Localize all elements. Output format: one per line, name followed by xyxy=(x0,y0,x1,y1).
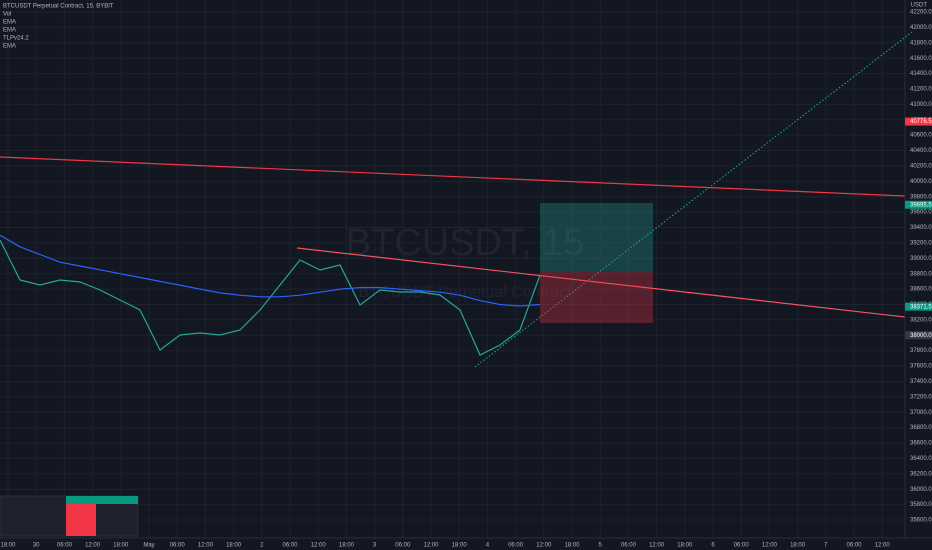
y-tick-label: 42000.0 xyxy=(910,25,932,31)
x-tick-label: 12:00 xyxy=(85,543,101,549)
y-tick-label: 38800.0 xyxy=(910,271,932,277)
y-tick-label: 35800.0 xyxy=(910,502,932,508)
x-tick-label: 12:00 xyxy=(423,543,439,549)
x-tick-label: 4 xyxy=(486,543,490,549)
y-tick-label: 36400.0 xyxy=(910,456,932,462)
y-tick-label: 41600.0 xyxy=(910,56,932,62)
x-tick-label: 18:00 xyxy=(677,543,693,549)
y-tick-label: 41400.0 xyxy=(910,71,932,77)
x-tick-label: 12:00 xyxy=(649,543,665,549)
x-tick-label: 18:00 xyxy=(564,543,580,549)
y-tick-label: 40400.0 xyxy=(910,148,932,154)
y-tick-label: 40200.0 xyxy=(910,164,932,170)
x-tick-label: 12:00 xyxy=(198,543,214,549)
y-tick-label: 38600.0 xyxy=(910,287,932,293)
x-tick-label: 06:00 xyxy=(395,543,411,549)
y-tick-label: 39200.0 xyxy=(910,240,932,246)
x-tick-label: 06:00 xyxy=(734,543,750,549)
y-tick-label: 42200.0 xyxy=(910,10,932,16)
watermark: BTCUSDT, 15 xyxy=(346,222,585,264)
indicator: EMA xyxy=(3,28,16,34)
x-tick-label: 12:00 xyxy=(875,543,891,549)
x-tick-label: 06:00 xyxy=(621,543,637,549)
y-tick-label: 40600.0 xyxy=(910,133,932,139)
currency: USDT xyxy=(911,3,928,9)
chart-title: BTCUSDT Perpetual Contract, 15, BYBIT xyxy=(3,4,114,10)
price-line xyxy=(0,239,541,356)
x-tick-label: 06:00 xyxy=(170,543,186,549)
y-tick-label: 39600.0 xyxy=(910,210,932,216)
x-tick-label: 12:00 xyxy=(536,543,552,549)
watermark-subtitle: BTCUSDT Perpetual Contract xyxy=(358,284,572,301)
x-tick-label: 06:00 xyxy=(846,543,862,549)
price-tag xyxy=(905,117,932,126)
x-tick-label: 3 xyxy=(373,543,377,549)
indicator: TLPv24.2 xyxy=(3,36,29,42)
indicator: EMA xyxy=(3,44,16,50)
x-tick-label: May xyxy=(143,543,154,549)
price-tag-label: 38000.0 xyxy=(910,333,932,339)
y-tick-label: 35600.0 xyxy=(910,518,932,524)
price-tag-label: 38371.5 xyxy=(910,304,932,310)
trend-line xyxy=(0,156,906,197)
x-tick-label: 12:00 xyxy=(762,543,778,549)
x-tick-label: 06:00 xyxy=(508,543,524,549)
x-tick-label: 2 xyxy=(260,543,264,549)
y-tick-label: 39000.0 xyxy=(910,256,932,262)
x-tick-label: 12:00 xyxy=(311,543,327,549)
y-tick-label: 37600.0 xyxy=(910,364,932,370)
x-tick-label: 5 xyxy=(599,543,603,549)
y-tick-label: 36200.0 xyxy=(910,471,932,477)
price-line xyxy=(0,234,541,307)
y-tick-label: 41200.0 xyxy=(910,87,932,93)
trend-line-dotted xyxy=(474,31,913,368)
x-tick-label: 18:00 xyxy=(113,543,129,549)
y-tick-label: 36600.0 xyxy=(910,441,932,447)
x-tick-label: 18:00 xyxy=(339,543,355,549)
position-loss xyxy=(540,271,653,323)
y-tick-label: 40000.0 xyxy=(910,179,932,185)
indicator: Vol xyxy=(3,12,11,18)
y-tick-label: 37400.0 xyxy=(910,379,932,385)
x-tick-label: 06:00 xyxy=(282,543,298,549)
x-tick-label: 06:00 xyxy=(57,543,73,549)
y-tick-label: 38200.0 xyxy=(910,317,932,323)
price-tag-label: 39695.5 xyxy=(910,202,932,208)
indicator: EMA xyxy=(3,20,16,26)
price-tag xyxy=(905,331,932,340)
table-cell xyxy=(66,496,138,504)
x-tick-label: 18:00 xyxy=(0,543,16,549)
x-tick-label: 18:00 xyxy=(226,543,242,549)
x-tick-label: 7 xyxy=(824,543,828,549)
price-tag xyxy=(905,200,932,209)
y-tick-label: 37000.0 xyxy=(910,410,932,416)
x-tick-label: 18:00 xyxy=(452,543,468,549)
y-tick-label: 37200.0 xyxy=(910,394,932,400)
y-tick-label: 41000.0 xyxy=(910,102,932,108)
table-cell xyxy=(66,504,96,536)
price-tag-label: 40776.5 xyxy=(910,119,932,125)
y-tick-label: 36800.0 xyxy=(910,425,932,431)
x-tick-label: 6 xyxy=(711,543,715,549)
x-tick-label: 18:00 xyxy=(790,543,806,549)
position-profit xyxy=(540,203,653,271)
y-tick-label: 36000.0 xyxy=(910,487,932,493)
price-tag xyxy=(905,302,932,311)
y-tick-label: 41800.0 xyxy=(910,40,932,46)
y-tick-label: 39400.0 xyxy=(910,225,932,231)
grid xyxy=(0,0,905,538)
trend-line xyxy=(296,247,906,318)
y-tick-label: 39800.0 xyxy=(910,194,932,200)
x-tick-label: 30 xyxy=(33,543,40,549)
y-tick-label: 37800.0 xyxy=(910,348,932,354)
